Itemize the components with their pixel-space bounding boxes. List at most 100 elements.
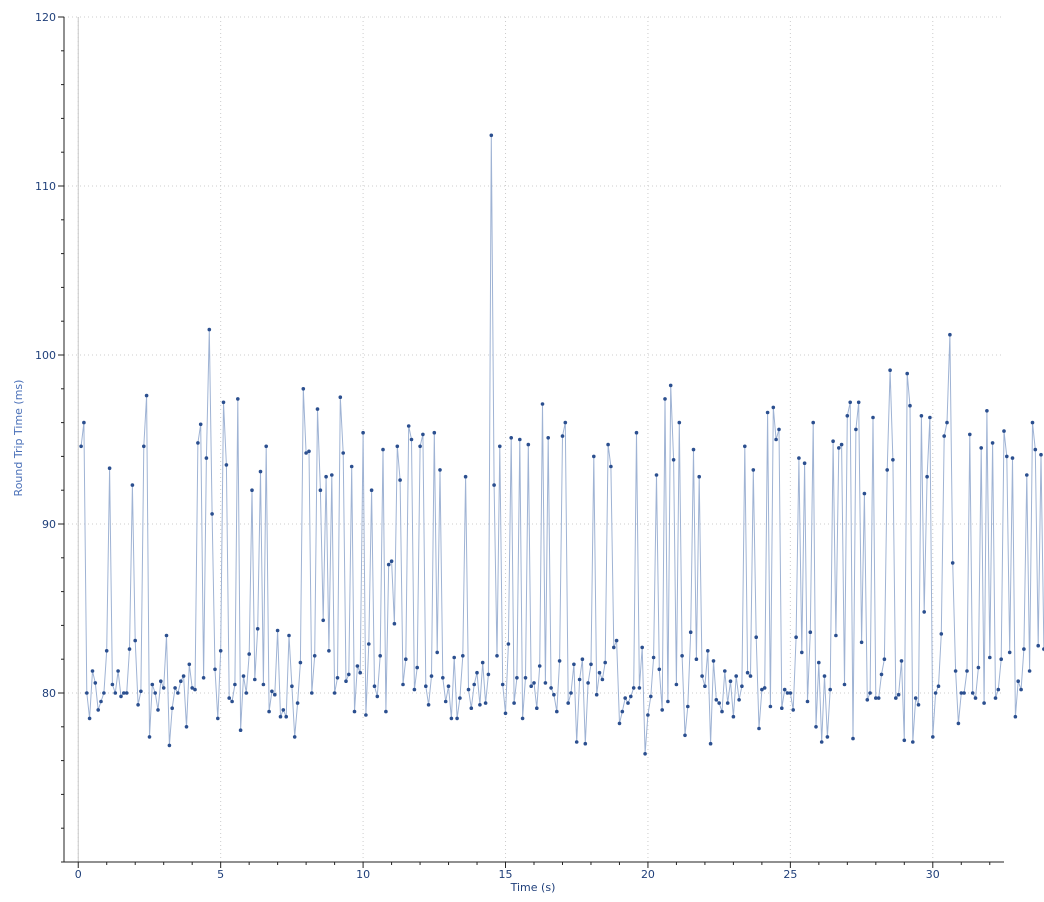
- data-point: [988, 655, 992, 660]
- data-point: [216, 716, 220, 721]
- data-point: [594, 692, 599, 697]
- data-point: [651, 655, 656, 660]
- data-point: [512, 701, 516, 705]
- data-point: [415, 665, 420, 670]
- data-point: [814, 725, 818, 729]
- data-point: [968, 432, 972, 437]
- data-point: [748, 674, 753, 678]
- data-point: [224, 463, 229, 467]
- data-point: [603, 660, 607, 665]
- data-point: [720, 709, 724, 714]
- data-point: [133, 638, 137, 643]
- data-point: [136, 703, 140, 707]
- data-point: [281, 708, 286, 712]
- data-point: [85, 691, 89, 695]
- series-layer: [79, 133, 1044, 756]
- data-point: [717, 701, 721, 705]
- data-point: [965, 669, 969, 673]
- data-point: [236, 397, 240, 401]
- data-point: [751, 468, 756, 472]
- data-point: [549, 686, 553, 690]
- data-point: [520, 716, 525, 721]
- data-point: [179, 679, 183, 683]
- data-point: [404, 657, 408, 661]
- data-point: [868, 691, 872, 695]
- data-point: [1033, 447, 1038, 452]
- data-point: [412, 687, 417, 692]
- data-point: [307, 449, 311, 454]
- data-point: [99, 699, 103, 704]
- data-point: [184, 725, 189, 729]
- data-point: [341, 451, 346, 455]
- data-point: [831, 439, 835, 444]
- data-point: [287, 633, 291, 638]
- data-point: [1010, 456, 1015, 460]
- data-point: [537, 664, 542, 668]
- data-point: [996, 687, 1001, 692]
- grid-lines: [64, 16, 1004, 862]
- x-tick-label: 30: [926, 868, 940, 881]
- data-point: [666, 699, 670, 704]
- data-point: [218, 649, 223, 653]
- data-point: [273, 692, 277, 697]
- data-point: [572, 662, 576, 667]
- data-point: [335, 676, 340, 680]
- data-point: [255, 627, 260, 631]
- data-point: [945, 420, 949, 425]
- data-point: [597, 670, 602, 675]
- data-point: [765, 410, 770, 415]
- data-point: [586, 681, 590, 685]
- data-point: [837, 446, 841, 450]
- data-point: [916, 703, 921, 707]
- data-point: [82, 420, 86, 425]
- data-point: [865, 698, 870, 702]
- data-point: [919, 414, 924, 418]
- data-point: [874, 696, 878, 700]
- data-point: [198, 422, 203, 427]
- data-point: [455, 716, 459, 721]
- data-point: [244, 691, 249, 695]
- data-point: [631, 686, 636, 690]
- data-point: [703, 684, 707, 688]
- data-point: [854, 427, 858, 432]
- data-point: [424, 684, 428, 688]
- data-point: [543, 681, 548, 685]
- data-point: [535, 706, 539, 710]
- data-point: [503, 711, 508, 716]
- data-point: [480, 660, 485, 665]
- data-point: [375, 694, 380, 699]
- data-point: [617, 721, 622, 726]
- data-point: [475, 670, 479, 675]
- data-point: [378, 654, 383, 658]
- data-point: [956, 721, 961, 726]
- data-point: [845, 414, 850, 418]
- data-point: [620, 709, 625, 714]
- data-point: [93, 681, 98, 685]
- data-point: [478, 703, 482, 707]
- data-point: [449, 716, 454, 721]
- data-point: [976, 665, 981, 670]
- data-point: [780, 706, 784, 710]
- data-point: [546, 436, 550, 440]
- data-point: [962, 691, 966, 695]
- x-tick-label: 15: [499, 868, 513, 881]
- data-point: [660, 708, 664, 712]
- data-point: [634, 430, 639, 435]
- data-point: [301, 387, 306, 391]
- data-point: [774, 437, 778, 442]
- data-point: [686, 704, 690, 709]
- data-point: [290, 684, 294, 688]
- x-axis-title: Time (s): [510, 881, 556, 894]
- data-point: [275, 628, 280, 633]
- data-point: [261, 682, 266, 687]
- data-point: [697, 474, 701, 479]
- data-point: [922, 610, 926, 614]
- data-point: [583, 741, 588, 746]
- data-point: [848, 400, 852, 405]
- data-point: [925, 474, 929, 479]
- data-point: [230, 699, 234, 704]
- data-point: [743, 444, 747, 449]
- axis-ticks: 0 5 10 15 20 25 30 80 90 100 110 120: [35, 11, 991, 881]
- series-line: [80, 134, 1044, 755]
